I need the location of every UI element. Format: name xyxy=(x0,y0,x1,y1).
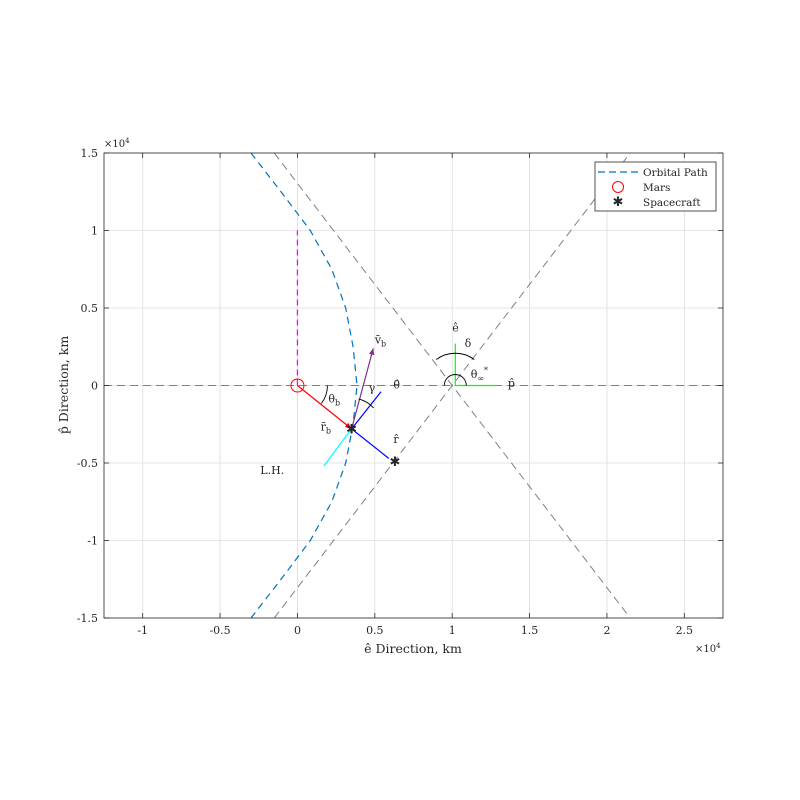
annotation-gamma: γ xyxy=(369,382,376,395)
x-tick-label: 1 xyxy=(449,624,456,637)
x-axis-title: ê Direction, km xyxy=(364,641,462,656)
annotation-theta-b: θb xyxy=(328,393,340,408)
y-axis-ticks: -1.5 -1 -0.5 0 0.5 1 1.5 xyxy=(77,147,723,625)
annotation-lh: L.H. xyxy=(260,464,284,477)
legend-spacecraft-swatch: ✱ xyxy=(613,195,624,210)
vector-tangent xyxy=(323,428,353,467)
theta-inf-arc xyxy=(443,374,467,386)
x-tick-label: 1.5 xyxy=(521,624,539,637)
delta-arc xyxy=(436,352,475,360)
annotation-theta-inf: θ∞* xyxy=(471,366,488,383)
y-tick-label: 1 xyxy=(91,225,98,238)
x-tick-label: -1 xyxy=(137,624,148,637)
mars-marker xyxy=(290,378,305,393)
annotation-layer: θb r̄b v̄b γ θ̂ r̂ L.H. êδ θ∞* p̂ xyxy=(260,321,515,477)
annotation-r-hat-label: r̂ xyxy=(393,433,399,446)
vector-r-b-arrowhead xyxy=(344,422,352,429)
x-tick-label: -0.5 xyxy=(209,624,230,637)
y-tick-label: 1.5 xyxy=(81,147,99,160)
annotation-p-hat-label: p̂ xyxy=(508,377,515,390)
x-tick-label: 0.5 xyxy=(366,624,384,637)
annotation-e-hat-label: ê xyxy=(452,321,459,334)
vector-r-hat xyxy=(351,428,390,459)
y-tick-label: 0 xyxy=(91,380,98,393)
annotation-delta: δ xyxy=(465,337,472,350)
vector-theta-hat xyxy=(351,391,382,430)
asymptote-line xyxy=(273,153,631,618)
x-tick-label: 0 xyxy=(294,624,301,637)
x-tick-label: 2.5 xyxy=(676,624,694,637)
vector-r-b xyxy=(297,385,352,430)
vector-v-b xyxy=(351,348,374,430)
spacecraft-marker: ✱ xyxy=(389,455,400,470)
legend-spacecraft-label: Spacecraft xyxy=(643,197,701,209)
x-exponent-label: ×104 xyxy=(695,642,721,655)
legend-orbital-path-label: Orbital Path xyxy=(643,167,708,179)
y-exponent-label: ×104 xyxy=(104,137,130,150)
plot-layer: ✱✱ xyxy=(104,153,723,618)
y-tick-label: 0.5 xyxy=(81,302,99,315)
spacecraft-marker: ✱ xyxy=(346,422,357,437)
legend-box xyxy=(594,161,717,212)
y-tick-label: -1 xyxy=(87,535,98,548)
gamma-arc xyxy=(358,398,374,409)
y-axis-title: p̂ Direction, km xyxy=(56,336,71,434)
theta-b-arc xyxy=(321,385,328,404)
x-tick-label: 2 xyxy=(603,624,610,637)
vector-v-b-arrowhead xyxy=(369,348,375,356)
legend-mars-swatch xyxy=(612,181,624,193)
legend: Orbital Path Mars ✱ Spacecraft xyxy=(594,161,717,212)
annotation-r-b-label: r̄b xyxy=(321,420,331,435)
annotation-v-b-label: v̄b xyxy=(374,334,386,349)
annotation-theta-hat-label: θ̂ xyxy=(393,379,400,392)
orbital-path-line xyxy=(250,153,358,618)
y-tick-label: -0.5 xyxy=(77,457,98,470)
x-axis-ticks: -1 -0.5 0 0.5 1 1.5 2 2.5 xyxy=(137,153,693,637)
legend-mars-label: Mars xyxy=(643,182,670,194)
y-tick-label: -1.5 xyxy=(77,612,98,625)
